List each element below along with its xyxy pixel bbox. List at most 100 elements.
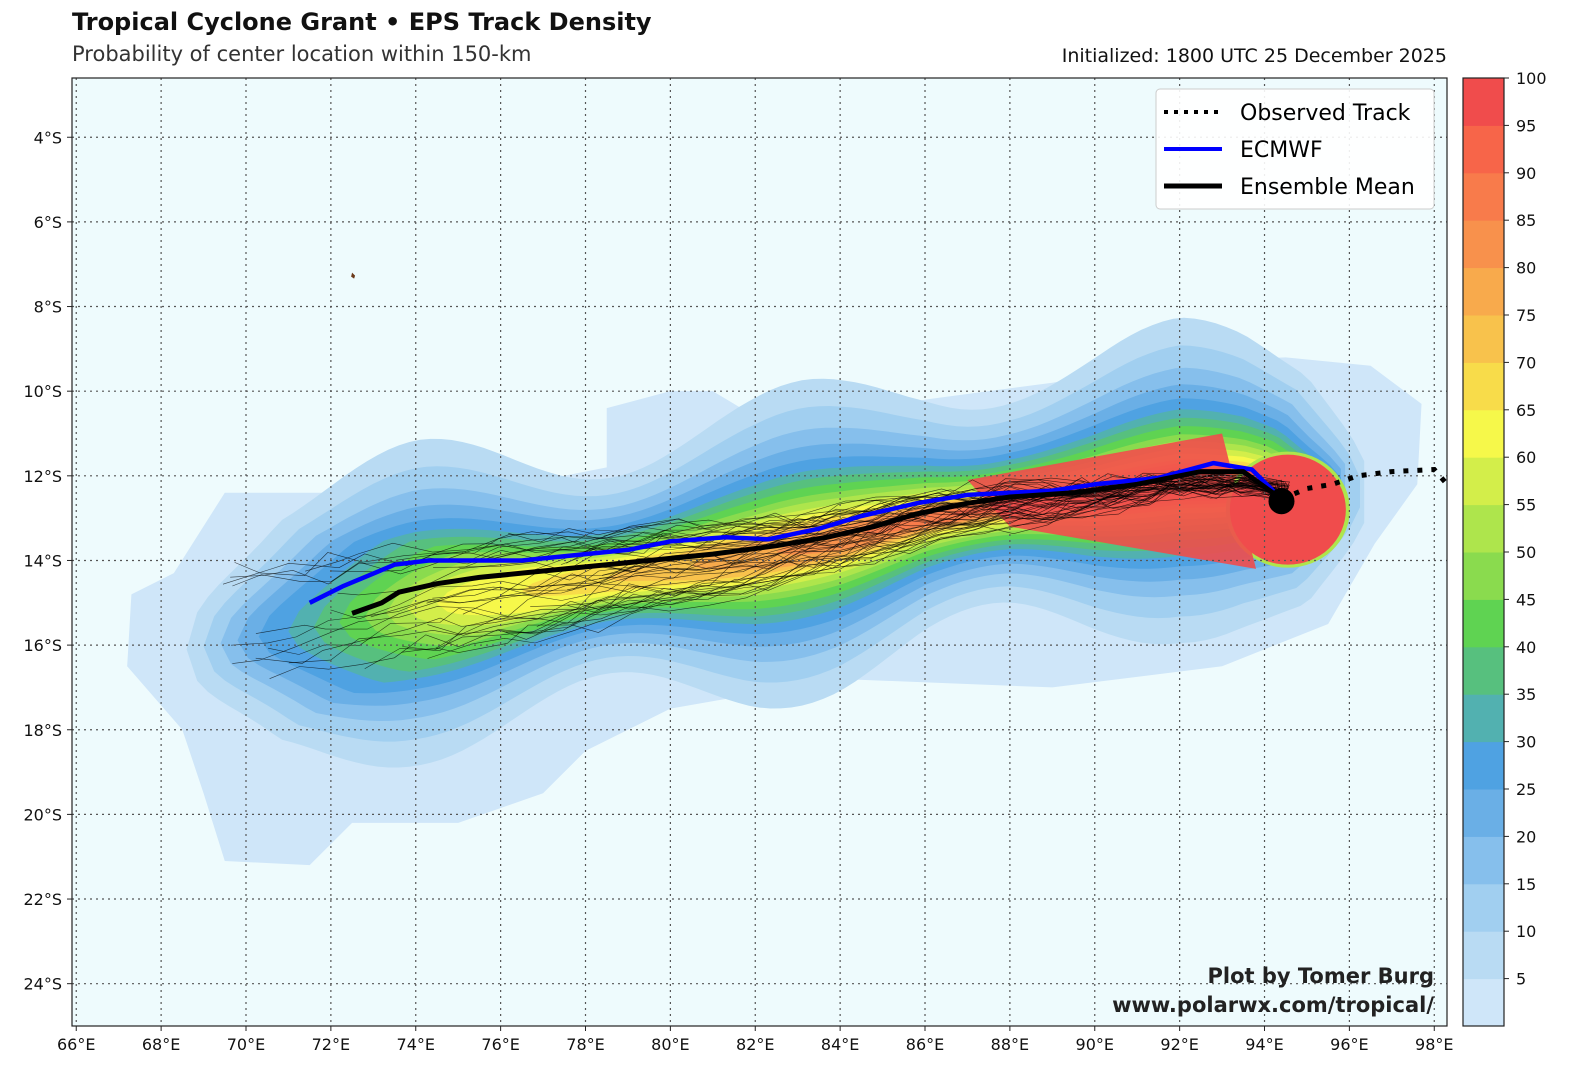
x-tick-label: 96°E	[1330, 1035, 1368, 1054]
colorbar-label: 90	[1516, 164, 1536, 183]
colorbar-label: 75	[1516, 306, 1536, 325]
x-tick-label: 74°E	[397, 1035, 435, 1054]
x-tick-label: 76°E	[481, 1035, 519, 1054]
colorbar-label: 55	[1516, 496, 1536, 515]
ensemble-member-track	[574, 469, 1288, 557]
colorbar-label: 70	[1516, 353, 1536, 372]
legend-box	[1155, 88, 1435, 210]
x-tick-label: 66°E	[57, 1035, 95, 1054]
ensemble-member-track	[508, 473, 1288, 543]
colorbar-segment	[1463, 315, 1504, 363]
current-position-marker	[1268, 488, 1295, 515]
y-tick-label: 24°S	[23, 975, 62, 994]
x-tick-label: 78°E	[566, 1035, 604, 1054]
ensemble-member-track	[288, 477, 1282, 664]
colorbar-label: 85	[1516, 211, 1536, 230]
y-tick-label: 18°S	[23, 721, 62, 740]
legend-observed-label: Observed Track	[1240, 101, 1411, 126]
x-tick-label: 84°E	[821, 1035, 859, 1054]
colorbar-segment	[1463, 552, 1504, 600]
colorbar-segment	[1463, 931, 1504, 980]
colorbar-segment	[1463, 836, 1504, 885]
colorbar-segment	[1463, 78, 1504, 126]
x-tick-label: 70°E	[227, 1035, 265, 1054]
x-tick-label: 68°E	[142, 1035, 180, 1054]
credit-author: Plot by Tomer Burg	[1208, 964, 1435, 988]
gridlines	[72, 78, 1447, 1026]
colorbar-label: 45	[1516, 590, 1536, 609]
colorbar-segment	[1463, 646, 1504, 695]
y-tick-label: 22°S	[23, 890, 62, 909]
colorbar-label: 20	[1516, 827, 1536, 846]
colorbar-label: 65	[1516, 401, 1536, 420]
colorbar-label: 100	[1516, 69, 1547, 88]
ensemble-member-track	[567, 480, 1282, 614]
colorbar-label: 25	[1516, 780, 1536, 799]
colorbar-segment	[1463, 125, 1504, 174]
y-tick-label: 20°S	[23, 805, 62, 824]
ensemble-member-track	[268, 475, 1282, 655]
subtitle: Probability of center location within 15…	[72, 42, 532, 66]
colorbar-label: 30	[1516, 733, 1536, 752]
x-tick-label: 82°E	[736, 1035, 774, 1054]
ensemble-member-track	[427, 484, 1286, 659]
x-tick-label: 94°E	[1245, 1035, 1283, 1054]
ensemble-member-track	[499, 479, 1290, 640]
ensemble-member-track	[599, 474, 1282, 579]
colorbar-label: 80	[1516, 259, 1536, 278]
ensemble-mean-track	[351, 469, 1283, 616]
ecmwf-track	[308, 460, 1284, 605]
ensemble-member-track	[432, 476, 1282, 599]
colorbar-segment	[1463, 883, 1504, 932]
ensemble-member-track	[428, 474, 1282, 559]
x-tick-label: 92°E	[1160, 1035, 1198, 1054]
legend: Observed Track ECMWF Ensemble Mean	[1155, 88, 1435, 210]
ensemble-member-track	[395, 472, 1290, 561]
colorbar-segment	[1463, 457, 1504, 506]
colorbar-segment	[1463, 172, 1504, 221]
x-tick-label: 98°E	[1415, 1035, 1453, 1054]
colorbar-label: 95	[1516, 116, 1536, 135]
init-time: Initialized: 1800 UTC 25 December 2025	[1061, 45, 1447, 67]
ensemble-member-track	[330, 475, 1289, 620]
colorbar-label: 40	[1516, 638, 1536, 657]
colorbar-label: 60	[1516, 448, 1536, 467]
island-landmass	[351, 272, 356, 279]
colorbar-segment	[1463, 789, 1504, 837]
credit-url: www.polarwx.com/tropical/	[1112, 993, 1434, 1017]
y-tick-label: 10°S	[23, 382, 62, 401]
colorbar-segment	[1463, 267, 1504, 316]
colorbar-segment	[1463, 694, 1504, 743]
x-tick-label: 86°E	[906, 1035, 944, 1054]
colorbar-label: 10	[1516, 922, 1536, 941]
y-tick-label: 4°S	[34, 128, 62, 147]
colorbar-label: 5	[1516, 970, 1526, 989]
ensemble-member-track	[435, 479, 1287, 649]
legend-ecmwf-label: ECMWF	[1240, 138, 1323, 163]
y-tick-label: 6°S	[34, 213, 62, 232]
ensemble-member-track	[269, 476, 1282, 679]
colorbar-segment	[1463, 220, 1504, 269]
colorbar-segment	[1463, 362, 1504, 411]
colorbar: 5 10 15 20 25 30 35 40 45 50 55 60 65 70 75 80 85 90 95 100	[1462, 69, 1547, 1027]
y-tick-label: 8°S	[34, 298, 62, 317]
colorbar-label: 35	[1516, 685, 1536, 704]
y-tick-label: 16°S	[23, 636, 62, 655]
colorbar-label: 15	[1516, 875, 1536, 894]
x-tick-label: 88°E	[991, 1035, 1029, 1054]
plot-frame	[71, 77, 1448, 1027]
colorbar-segment	[1463, 599, 1504, 648]
page-title: Tropical Cyclone Grant • EPS Track Densi…	[72, 8, 652, 36]
y-tick-label: 12°S	[23, 467, 62, 486]
legend-mean-label: Ensemble Mean	[1240, 175, 1415, 200]
x-tick-label: 80°E	[651, 1035, 689, 1054]
tracks	[308, 272, 1447, 616]
x-tick-label: 72°E	[312, 1035, 350, 1054]
colorbar-segment	[1463, 504, 1504, 553]
colorbar-segment	[1463, 978, 1504, 1027]
colorbar-label: 50	[1516, 543, 1536, 562]
y-tick-label: 14°S	[23, 551, 62, 570]
axis-ticks: 66°E 68°E 70°E 72°E 74°E 76°E 78°E 80°E 82°E 84°E…	[23, 128, 1453, 1054]
